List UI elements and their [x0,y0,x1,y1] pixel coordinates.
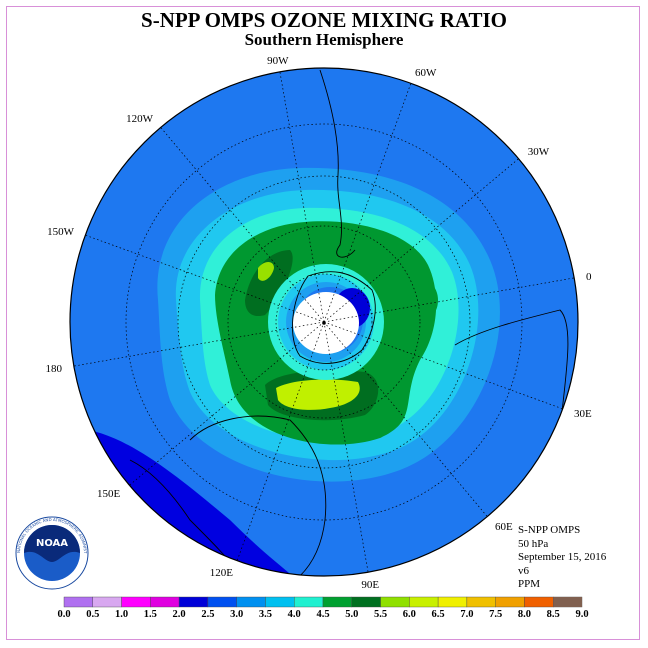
colorbar-tick-label: 7.0 [460,609,473,620]
colorbar-segment [63,596,93,608]
colorbar-segment [236,596,266,608]
page-frame [6,6,640,640]
colorbar-segment [121,596,151,608]
colorbar-segment [265,596,295,608]
colorbar-tick-label: 5.0 [345,609,358,620]
longitude-label-30e: 30E [574,408,592,420]
longitude-label-150w: 150W [47,226,75,238]
colorbar-segment [495,596,525,608]
colorbar-segment [524,596,554,608]
map-boundary [69,67,579,577]
colorbar-segment [294,596,324,608]
australia-coast [189,415,327,576]
longitude-label-0: 0 [586,271,592,283]
colorbar-tick-label: 1.5 [144,609,157,620]
colorbar-tick-label: 0.0 [57,609,70,620]
colorbar-tick-label: 5.5 [374,609,387,620]
longitude-label-60e: 60E [495,521,513,533]
colorbar-segment [466,596,496,608]
longitude-label-60w: 60W [415,67,437,79]
colorbar-segment [322,596,352,608]
longitude-labels: 90W 60W 30W 0 30E 60E 90E 120E 150E 180 150W 120W [46,55,592,591]
colorbar-tick-label: 4.0 [288,609,301,620]
south-america-coast [319,69,356,258]
colorbar-segment [409,596,439,608]
colorbar-segment [351,596,381,608]
info-units: PPM [518,578,541,590]
map-subtitle: Southern Hemisphere [244,30,404,49]
colorbar-segment [178,596,209,608]
info-instrument: S-NPP OMPS [518,524,581,536]
colorbar [63,596,583,608]
colorbar-tick-label: 7.5 [489,609,502,620]
info-level: 50 hPa [518,537,549,550]
colorbar-tick-label: 6.5 [432,609,445,620]
colorbar-segment [207,596,237,608]
ozone-field [70,68,578,576]
longitude-label-120e: 120E [210,567,234,579]
colorbar-tick-label: 0.5 [86,609,99,620]
longitude-label-90w: 90W [267,55,289,67]
noaa-logo-text: NOAA [36,538,68,549]
ozone-band-5-0-west [245,250,293,317]
colorbar-segment-top [553,597,582,607]
longitude-label-120w: 120W [126,113,154,125]
longitude-label-30w: 30W [528,146,550,158]
colorbar-tick-label: 2.5 [201,609,214,620]
longitude-label-150e: 150E [97,488,121,500]
colorbar-segment [92,596,122,608]
colorbar-segment [150,596,180,608]
latitude-circle-50s [125,123,523,521]
longitude-label-180: 180 [46,363,63,375]
latitude-circle-60s [177,175,471,469]
colorbar-tick-label: 2.0 [173,609,186,620]
ozone-band-5-5-west [258,262,274,281]
latitude-circles [125,123,523,521]
latitude-circle-80s [275,273,373,371]
map-title: S-NPP OMPS OZONE MIXING RATIO [141,8,507,32]
colorbar-tick-label: 6.0 [403,609,416,620]
colorbar-tick-labels: 0.0 0.5 1.0 1.5 2.0 2.5 3.0 3.5 4.0 4.5 5.0 5.5 6.0 6… [57,609,588,620]
colorbar-tick-label: 3.5 [259,609,272,620]
polar-no-data [293,292,359,354]
colorbar-tick-label: 3.0 [230,609,243,620]
south-pole-marker [322,321,326,325]
antarctica-coast [291,271,376,364]
africa-coast [454,309,569,431]
longitude-label-90e: 90E [361,579,379,591]
info-block: S-NPP OMPS 50 hPa September 15, 2016 v6 … [518,524,606,592]
colorbar-tick-label: 1.0 [115,609,128,620]
latitude-circle-70s [227,225,421,419]
ozone-band-5-5-south [276,379,360,410]
colorbar-segment [380,596,410,608]
noaa-logo-bird [24,525,80,562]
colorbar-segment [437,596,468,608]
colorbar-tick-label: 8.5 [547,609,560,620]
ozone-band-4-5-east [415,279,438,316]
info-version: v6 [518,564,529,577]
colorbar-tick-label: 9.0 [575,609,588,620]
colorbar-tick-label: 4.5 [316,609,329,620]
colorbar-tick-label: 8.0 [518,609,531,620]
info-date: September 15, 2016 [518,551,607,563]
